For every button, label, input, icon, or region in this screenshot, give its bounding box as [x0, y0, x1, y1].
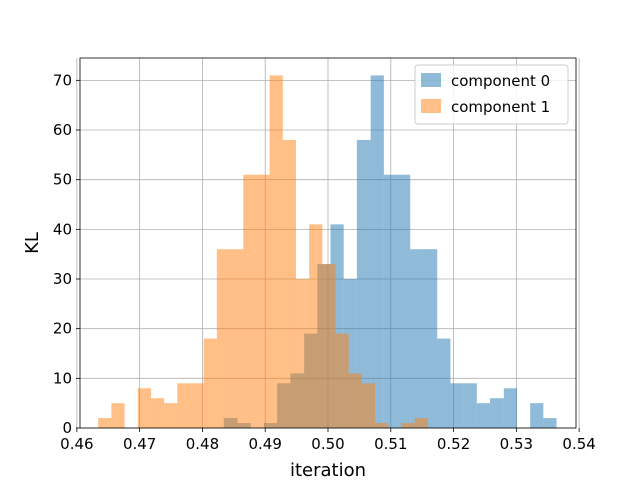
x-tick-label: 0.52: [437, 435, 470, 453]
y-tick-label: 50: [53, 171, 72, 189]
y-tick-label: 40: [53, 220, 72, 238]
y-tick-label: 30: [53, 270, 72, 288]
x-tick-label: 0.49: [249, 435, 282, 453]
histogram-bar-component-0: [476, 403, 490, 428]
histogram-bar-component-1: [150, 398, 165, 428]
histogram-bar-component-1: [348, 373, 362, 428]
histogram-bar-component-0: [410, 249, 424, 428]
histogram-bar-component-0: [463, 383, 477, 428]
y-tick-label: 0: [62, 419, 72, 437]
x-axis-label: iteration: [290, 460, 366, 480]
histogram-bar-component-1: [216, 249, 231, 428]
histogram-bar-component-0: [356, 139, 371, 429]
legend: component 0 component 1: [414, 64, 569, 125]
legend-label-component-1: component 1: [451, 98, 550, 116]
histogram-bar-component-0: [370, 75, 384, 428]
histogram-bars: [98, 75, 557, 429]
histogram-bar-component-1: [361, 383, 376, 428]
x-axis-ticks: 0.46 0.47 0.48 0.49 0.50 0.51 0.52 0.53 0.54: [60, 428, 596, 453]
histogram-bar-component-1: [137, 388, 151, 428]
histogram-bar-component-0: [397, 174, 411, 428]
y-axis-ticks: 0 10 20 30 40 50 60 70: [53, 71, 80, 437]
x-tick-label: 0.48: [186, 435, 219, 453]
x-tick-label: 0.50: [311, 435, 344, 453]
y-axis-label: KL: [22, 232, 43, 254]
legend-box: [414, 64, 569, 125]
y-tick-label: 60: [53, 121, 72, 139]
histogram-bar-component-1: [256, 174, 270, 428]
legend-label-component-0: component 0: [451, 72, 550, 90]
histogram-bar-component-0: [530, 403, 544, 428]
histogram-bar-component-1: [203, 338, 217, 428]
histogram-bar-component-1: [295, 279, 310, 428]
histogram-bar-component-1: [164, 403, 178, 428]
histogram-bar-component-1: [190, 383, 204, 428]
histogram-bar-component-1: [243, 174, 257, 428]
histogram-bar-component-1: [414, 418, 428, 428]
histogram-bar-component-1: [322, 264, 336, 428]
histogram-bar-component-0: [543, 418, 557, 428]
x-tick-label: 0.46: [60, 435, 93, 453]
histogram-bar-component-1: [401, 423, 415, 428]
histogram-bar-component-1: [111, 403, 125, 428]
histogram-bar-component-0: [437, 338, 451, 428]
histogram-bar-component-0: [503, 388, 517, 428]
histogram-bar-component-1: [230, 249, 244, 428]
histogram-bar-component-1: [282, 139, 296, 429]
histogram-bar-component-1: [98, 418, 112, 428]
y-tick-label: 70: [53, 71, 72, 89]
histogram-bar-component-1: [309, 224, 323, 428]
x-tick-label: 0.47: [123, 435, 156, 453]
y-tick-label: 10: [53, 369, 72, 387]
histogram-bar-component-1: [335, 333, 349, 428]
histogram-bar-component-1: [375, 423, 389, 428]
legend-swatch-component-1: [421, 99, 441, 113]
y-tick-label: 20: [53, 320, 72, 338]
histogram-bar-component-0: [450, 383, 464, 428]
x-tick-label: 0.51: [374, 435, 407, 453]
x-tick-label: 0.54: [562, 435, 595, 453]
histogram-bar-component-0: [383, 174, 398, 428]
legend-swatch-component-0: [421, 73, 441, 87]
histogram-bar-component-1: [177, 383, 191, 428]
x-tick-label: 0.53: [500, 435, 533, 453]
histogram-bar-component-0: [423, 249, 438, 428]
histogram-bar-component-1: [269, 75, 283, 428]
histogram-bar-component-0: [489, 398, 504, 428]
